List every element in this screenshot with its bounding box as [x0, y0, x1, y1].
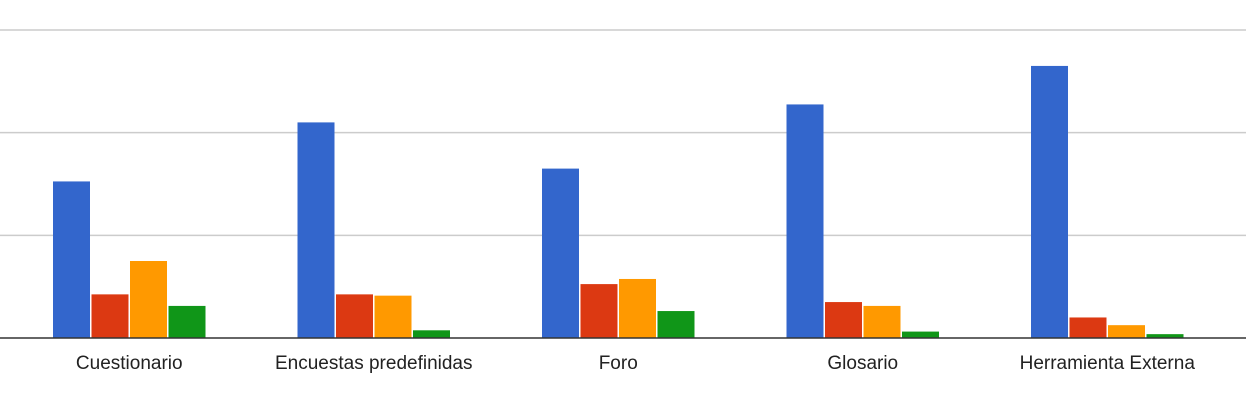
bar — [786, 104, 824, 338]
x-tick-label: Glosario — [827, 353, 898, 374]
bar — [863, 305, 901, 338]
bar — [130, 261, 167, 338]
bar — [1069, 317, 1107, 338]
bar — [1146, 334, 1184, 338]
bar — [297, 122, 335, 339]
bar — [902, 331, 939, 338]
bar — [336, 294, 373, 338]
x-axis-tick-labels: Cuestionario Encuestas predefinidas Foro Gl… — [76, 353, 1195, 374]
bar — [619, 278, 656, 338]
x-tick-label: Cuestionario — [76, 353, 183, 374]
bar — [825, 302, 862, 338]
bars — [53, 65, 1184, 339]
x-tick-label: Encuestas predefinidas — [275, 353, 473, 374]
x-tick-label: Herramienta Externa — [1020, 353, 1196, 374]
bar — [413, 330, 450, 338]
bar — [580, 284, 618, 338]
bar — [53, 181, 90, 338]
bar — [1031, 65, 1068, 338]
bar — [657, 311, 695, 338]
bar — [91, 294, 129, 338]
bar — [1108, 325, 1145, 338]
bar — [542, 168, 579, 338]
bar — [168, 305, 206, 338]
x-tick-label: Foro — [599, 353, 638, 374]
bar — [374, 295, 412, 338]
